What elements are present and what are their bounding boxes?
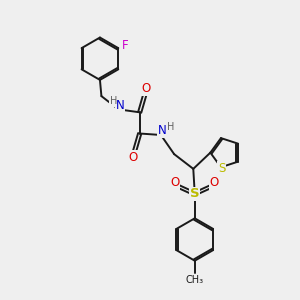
Text: S: S <box>218 162 225 175</box>
Text: S: S <box>190 188 200 200</box>
Text: N: N <box>116 99 124 112</box>
Text: N: N <box>158 124 167 137</box>
Text: O: O <box>170 176 180 190</box>
Text: F: F <box>122 39 128 52</box>
Text: O: O <box>142 82 151 95</box>
Text: H: H <box>110 96 117 106</box>
Text: O: O <box>128 151 137 164</box>
Text: CH₃: CH₃ <box>186 275 204 285</box>
Text: H: H <box>167 122 174 132</box>
Text: O: O <box>210 176 219 190</box>
